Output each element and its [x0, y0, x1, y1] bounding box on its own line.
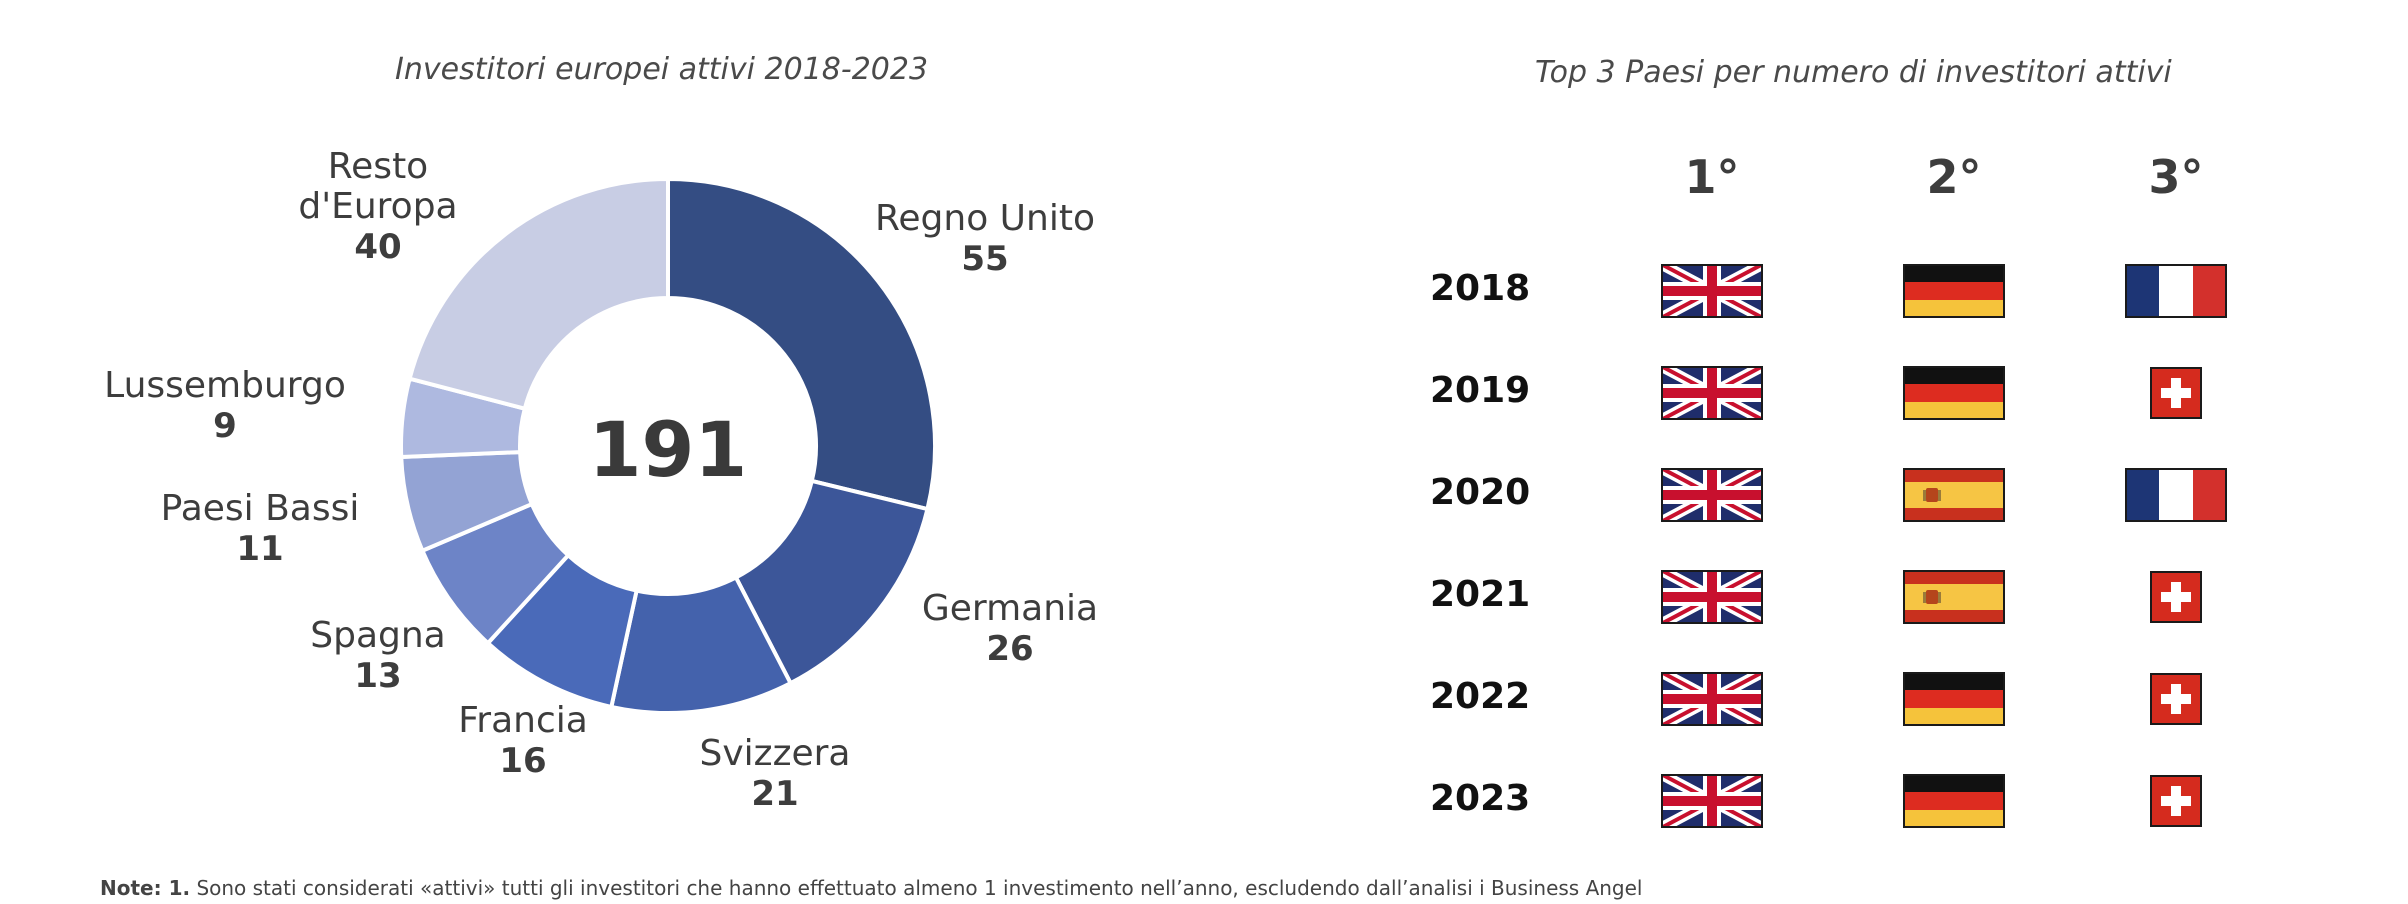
rank-header-1: 1°: [1684, 150, 1740, 204]
uk-flag: [1658, 769, 1766, 833]
slice-label: Francia: [458, 700, 588, 741]
france-flag: [2125, 468, 2227, 526]
footnote-text: Sono stati considerati «attivi» tutti gl…: [196, 876, 1643, 900]
slice-value: 9: [213, 406, 237, 446]
slice-value: 11: [236, 529, 283, 569]
slice-value: 55: [961, 239, 1008, 279]
switzerland-flag: [2150, 367, 2202, 423]
slice-label: Paesi Bassi: [161, 488, 360, 529]
year-label: 2020: [1430, 472, 1531, 513]
slice-value: 13: [354, 656, 401, 696]
uk-flag: [1658, 361, 1766, 425]
year-label: 2021: [1430, 574, 1531, 615]
france-flag: [2125, 264, 2227, 322]
rank-header-2: 2°: [1926, 150, 1982, 204]
footnote: Note: 1. Sono stati considerati «attivi»…: [100, 876, 1643, 900]
switzerland-flag: [2150, 673, 2202, 729]
spain-flag: [1903, 468, 2005, 526]
year-label: 2019: [1430, 370, 1531, 411]
slice-label: Spagna: [310, 615, 446, 656]
slice-label: d'Europa: [298, 186, 457, 227]
slice-value: 21: [751, 774, 798, 814]
slice-label: Lussemburgo: [104, 365, 346, 406]
spain-flag: [1903, 570, 2005, 628]
switzerland-flag: [2150, 775, 2202, 831]
donut-chart-title: Investitori europei attivi 2018-2023: [395, 52, 929, 87]
top3-table-title: Top 3 Paesi per numero di investitori at…: [1535, 55, 2172, 90]
footnote-label: Note: 1.: [100, 876, 191, 900]
year-label: 2022: [1430, 676, 1531, 717]
uk-flag: [1658, 463, 1766, 527]
uk-flag: [1658, 667, 1766, 731]
slice-label: Regno Unito: [875, 198, 1095, 239]
slice-value: 16: [499, 741, 546, 781]
switzerland-flag: [2150, 571, 2202, 627]
germany-flag: [1903, 366, 2005, 424]
germany-flag: [1903, 774, 2005, 832]
year-label: 2023: [1430, 778, 1531, 819]
slice-label: Svizzera: [700, 733, 851, 774]
germany-flag: [1903, 264, 2005, 322]
rank-header-3: 3°: [2148, 150, 2204, 204]
donut-slice-resto-d-europa: [407, 176, 670, 412]
uk-flag: [1658, 565, 1766, 629]
slice-value: 26: [986, 629, 1033, 669]
germany-flag: [1903, 672, 2005, 730]
slice-label: Resto: [328, 146, 428, 187]
uk-flag: [1658, 259, 1766, 323]
slice-label: Germania: [922, 588, 1098, 629]
slice-value: 40: [354, 227, 401, 267]
donut-total: 191: [589, 405, 748, 494]
year-label: 2018: [1430, 268, 1531, 309]
donut-slice-regno-unito: [666, 176, 937, 512]
